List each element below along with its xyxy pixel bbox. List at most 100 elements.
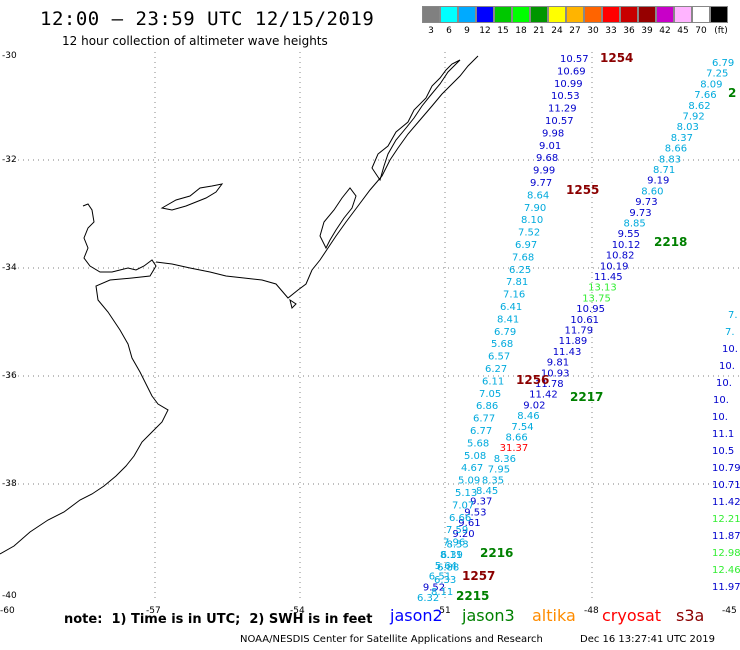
legend-level-label: 70 xyxy=(695,26,707,36)
mission-label: s3a xyxy=(676,606,705,625)
lat-tick-label: -30 xyxy=(2,51,17,61)
swh-value: 8.10 xyxy=(521,215,543,226)
swh-value: 5.64 xyxy=(435,561,457,572)
pass-label: 2217 xyxy=(570,390,603,404)
swh-value: 10.71 xyxy=(712,480,740,491)
laguna-dos-patos xyxy=(371,59,461,182)
swh-value: 6.51 xyxy=(429,572,451,583)
swh-value: 6.41 xyxy=(500,302,522,313)
map-subtitle: 12 hour collection of altimeter wave hei… xyxy=(62,34,328,48)
swh-value: 12.21 xyxy=(712,514,740,525)
coastline-mainland xyxy=(0,203,169,555)
legend-swatch xyxy=(584,6,602,23)
swh-value: 10.69 xyxy=(557,66,586,77)
legend-level-label: 45 xyxy=(677,26,689,36)
pass-label: 1254 xyxy=(600,51,633,65)
swh-value: 7.25 xyxy=(706,69,728,80)
laguna-mirim xyxy=(319,187,357,250)
swh-value: 10. xyxy=(722,344,738,355)
lat-lon-grid xyxy=(8,52,740,598)
swh-value: 10.61 xyxy=(570,315,599,326)
swh-value: 11.43 xyxy=(553,347,582,358)
lon-tick-label: -54 xyxy=(290,606,305,616)
swh-value: 10. xyxy=(713,395,729,406)
map-title: 12:00 – 23:59 UTC 12/15/2019 xyxy=(40,8,375,30)
swh-value: 7.54 xyxy=(511,422,533,433)
swh-value: 8.66 xyxy=(506,433,528,444)
swh-value: 10.12 xyxy=(612,240,641,251)
swh-value: 7. xyxy=(725,327,735,338)
swh-value: 8.62 xyxy=(688,101,710,112)
swh-value: 7.68 xyxy=(512,252,534,263)
legend-level-label: 30 xyxy=(587,26,599,36)
swh-value: 8.66 xyxy=(665,144,687,155)
swh-value: 13.75 xyxy=(582,293,611,304)
legend-swatch xyxy=(656,6,674,23)
swh-value: 8.71 xyxy=(653,165,675,176)
swh-value: 8.36 xyxy=(494,454,516,465)
swh-value: 7.59 xyxy=(446,525,468,536)
swh-value: 6.27 xyxy=(485,364,507,375)
legend-swatch xyxy=(674,6,692,23)
lat-tick-label: -36 xyxy=(2,371,17,381)
swh-value: 6.39 xyxy=(441,550,463,561)
swh-value: 10.99 xyxy=(554,79,583,90)
swh-value: 8.41 xyxy=(497,314,519,325)
swh-value: 7. xyxy=(728,310,738,321)
altimeter-tracks: 6.797.258.097.668.627.928.038.378.668.83… xyxy=(417,54,740,604)
swh-value: 11.89 xyxy=(559,336,588,347)
swh-value: 9.37 xyxy=(470,497,492,508)
legend-swatch xyxy=(422,6,440,23)
swh-value: 6.86 xyxy=(476,401,498,412)
pass-labels: 1254 1255 1256 1257 2218 2217 2216 2215 2 xyxy=(456,51,736,603)
swh-value: 7.52 xyxy=(518,228,540,239)
swh-value: 7.05 xyxy=(479,389,501,400)
swh-value: 8.45 xyxy=(476,486,498,497)
lon-tick-label: -48 xyxy=(584,606,599,616)
swh-value: 8.64 xyxy=(527,190,549,201)
swh-value: 9.98 xyxy=(542,128,564,139)
swh-value: 12.98 xyxy=(712,548,740,559)
credit-line: NOAA/NESDIS Center for Satellite Applica… xyxy=(240,634,543,645)
swh-value: 7.07 xyxy=(452,500,474,511)
swh-value: 8.35 xyxy=(482,475,504,486)
swh-value: 9.52 xyxy=(423,582,445,593)
swh-value: 6.11 xyxy=(482,376,504,387)
swh-value: 9.73 xyxy=(635,197,657,208)
swh-value: 31.37 xyxy=(500,443,529,454)
swh-value: 11.97 xyxy=(712,582,740,593)
pass-label: 2215 xyxy=(456,589,489,603)
swh-value: 7.96 xyxy=(443,538,465,549)
legend-level-label: 27 xyxy=(569,26,581,36)
swh-value: 7.90 xyxy=(524,203,546,214)
legend-swatch xyxy=(602,6,620,23)
swh-value: 8.83 xyxy=(659,154,681,165)
swh-value: 10. xyxy=(716,378,732,389)
axis-tick-labels: -30 -32 -34 -36 -38 -40 -60 -57 -54 -51 -48 -45 xyxy=(0,51,737,616)
swh-value: 11.42 xyxy=(712,497,740,508)
legend-level-label: 3 xyxy=(428,26,434,36)
legend-level-label: 42 xyxy=(659,26,671,36)
swh-value: 7.92 xyxy=(683,112,705,123)
swh-value: 9.55 xyxy=(618,229,640,240)
legend-level-label: 15 xyxy=(497,26,509,36)
swh-value: 6.88 xyxy=(437,562,459,573)
swh-value: 9.01 xyxy=(539,141,561,152)
swh-value: 7.16 xyxy=(503,290,525,301)
legend-swatch xyxy=(548,6,566,23)
legend-swatch xyxy=(494,6,512,23)
lon-tick-label: -45 xyxy=(722,606,737,616)
swh-value: 6.25 xyxy=(509,265,531,276)
legend-level-label: (ft) xyxy=(714,26,728,36)
mission-label: altika xyxy=(532,606,576,625)
legend-swatch xyxy=(692,6,710,23)
swh-value: 6.97 xyxy=(515,240,537,251)
swh-value: 5.68 xyxy=(491,339,513,350)
legend-swatch xyxy=(530,6,548,23)
legend-level-label: 33 xyxy=(605,26,617,36)
swh-value: 11.42 xyxy=(529,390,558,401)
swh-value: 10.5 xyxy=(712,446,734,457)
lat-tick-label: -32 xyxy=(2,155,17,165)
swh-value: 8.09 xyxy=(700,79,722,90)
